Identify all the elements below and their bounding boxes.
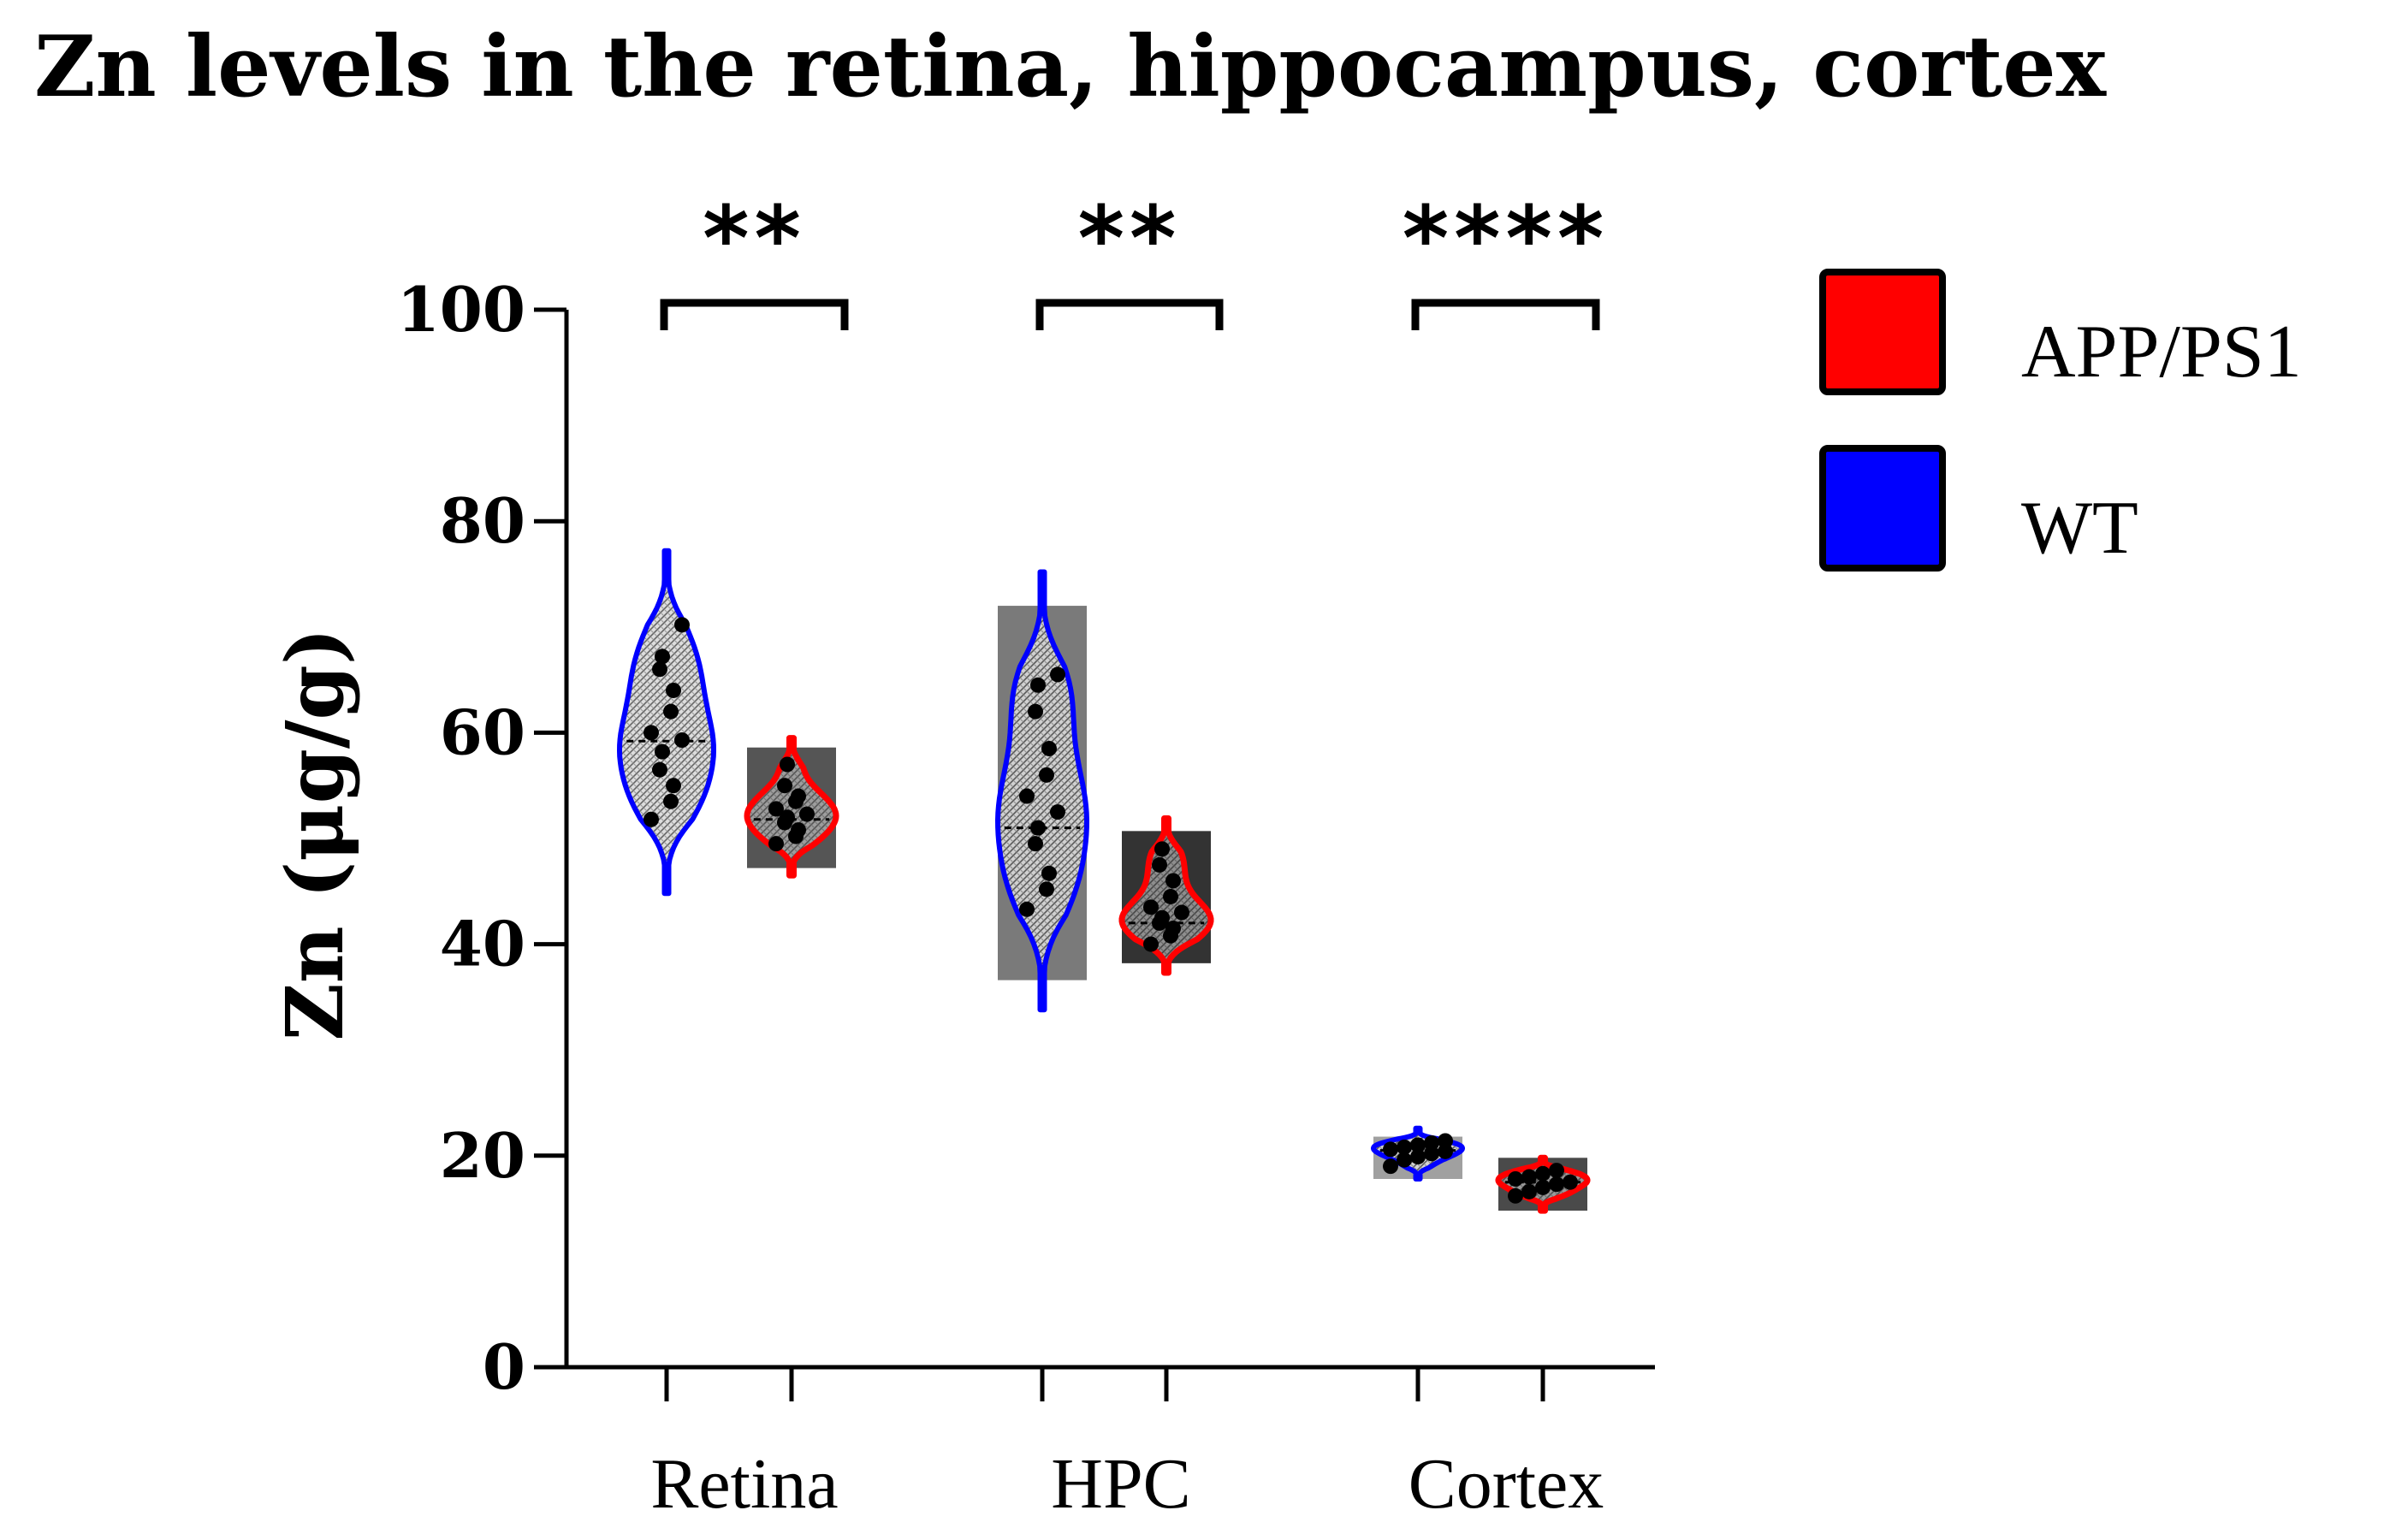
data-point xyxy=(663,793,679,809)
data-point xyxy=(777,778,792,794)
legend-label: WT xyxy=(2021,487,2138,570)
significance-bracket xyxy=(1035,299,1224,330)
chart-title: Zn levels in the retina, hippocampus, co… xyxy=(34,18,2108,116)
significance-label: **** xyxy=(1403,187,1610,291)
data-point xyxy=(1028,703,1043,720)
data-point xyxy=(1521,1183,1537,1199)
data-point xyxy=(1163,888,1178,904)
data-point xyxy=(652,661,667,678)
x-tick-label: Retina xyxy=(650,1444,838,1524)
data-point xyxy=(652,761,667,778)
data-point xyxy=(643,811,659,827)
data-point xyxy=(1019,788,1035,804)
data-point xyxy=(1410,1149,1426,1165)
data-point xyxy=(674,732,690,749)
data-point xyxy=(1508,1188,1523,1204)
data-point xyxy=(1521,1169,1537,1185)
data-point xyxy=(1549,1176,1564,1193)
data-point xyxy=(1154,841,1170,857)
data-point xyxy=(1438,1133,1453,1149)
y-axis-label: Zn (μg/g) xyxy=(269,628,361,1041)
data-point xyxy=(663,703,679,720)
legend: APP/PS1 WT xyxy=(1819,269,2302,572)
violin-wt xyxy=(995,569,1089,1013)
data-point xyxy=(1019,901,1035,917)
data-point xyxy=(1143,936,1159,952)
legend-swatch xyxy=(1819,445,1946,572)
data-point xyxy=(1165,921,1181,937)
y-tick-label: 100 xyxy=(397,273,525,346)
data-point xyxy=(674,617,690,633)
significance-label: ** xyxy=(703,187,806,291)
y-tick-label: 40 xyxy=(440,908,525,980)
data-point xyxy=(1165,873,1181,889)
y-tick-label: 80 xyxy=(440,484,525,557)
legend-swatch xyxy=(1819,269,1946,395)
data-point xyxy=(1424,1146,1439,1162)
data-point xyxy=(1383,1158,1398,1175)
x-tick-label: Cortex xyxy=(1409,1444,1604,1524)
violin-wt xyxy=(617,548,716,897)
significance-bracket xyxy=(1411,299,1600,330)
data-point xyxy=(643,725,659,741)
data-point xyxy=(1050,666,1065,683)
y-tick-label: 60 xyxy=(440,696,525,768)
data-point xyxy=(1397,1152,1412,1168)
data-point xyxy=(1152,856,1167,873)
legend-label: APP/PS1 xyxy=(2021,311,2302,394)
data-point xyxy=(1028,836,1043,852)
data-point xyxy=(1030,820,1046,836)
y-tick-label: 0 xyxy=(483,1330,525,1403)
data-point xyxy=(1041,865,1057,881)
data-point xyxy=(1030,677,1046,693)
significance-label: ** xyxy=(1078,187,1182,291)
data-point xyxy=(1410,1137,1426,1153)
data-point xyxy=(655,649,670,665)
data-point xyxy=(666,778,681,794)
data-point xyxy=(1041,740,1057,756)
significance-bracket xyxy=(660,299,849,330)
data-point xyxy=(1535,1165,1551,1182)
data-point xyxy=(768,801,784,817)
data-point xyxy=(780,756,795,773)
data-point xyxy=(1563,1174,1578,1190)
data-point xyxy=(791,822,806,838)
data-point xyxy=(1154,909,1170,926)
data-point xyxy=(780,809,795,826)
data-point xyxy=(1397,1139,1412,1155)
data-point xyxy=(1549,1163,1564,1179)
data-point xyxy=(1174,904,1189,921)
data-point xyxy=(1438,1143,1453,1159)
data-point xyxy=(1424,1134,1439,1151)
data-point xyxy=(1143,899,1159,915)
data-point xyxy=(666,682,681,698)
x-tick-label: HPC xyxy=(1051,1444,1190,1524)
data-point xyxy=(1535,1179,1551,1195)
data-point xyxy=(1039,881,1054,897)
y-tick-label: 20 xyxy=(440,1119,525,1192)
data-point xyxy=(768,836,784,852)
data-point xyxy=(799,806,815,822)
data-point xyxy=(791,788,806,804)
data-point xyxy=(1383,1141,1398,1158)
data-point xyxy=(655,743,670,760)
data-point xyxy=(1508,1170,1523,1187)
data-point xyxy=(1050,804,1065,820)
data-point xyxy=(1039,767,1054,783)
